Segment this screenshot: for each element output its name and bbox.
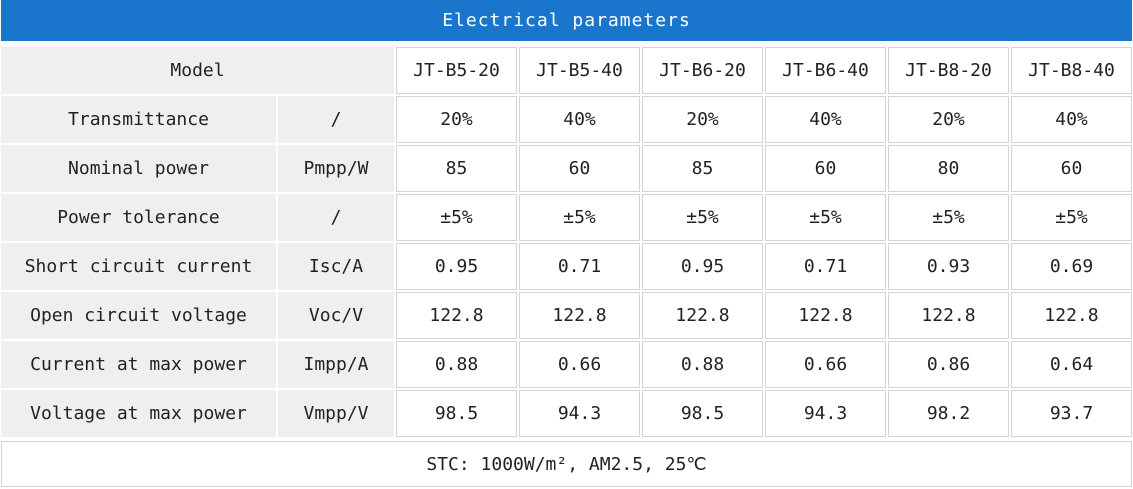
row-label: Voltage at max power <box>1 390 276 437</box>
value-cell: 0.95 <box>642 243 763 290</box>
value-cell: 122.8 <box>1011 292 1132 339</box>
model-name: JT-B5-40 <box>519 47 640 94</box>
value-cell: 20% <box>396 96 517 143</box>
value-cell: ±5% <box>519 194 640 241</box>
value-cell: ±5% <box>396 194 517 241</box>
value-cell: 0.88 <box>642 341 763 388</box>
row-label: Power tolerance <box>1 194 276 241</box>
model-name: JT-B6-20 <box>642 47 763 94</box>
row-unit: Impp/A <box>278 341 394 388</box>
table-footer: STC: 1000W/m², AM2.5, 25℃ <box>1 441 1132 487</box>
value-cell: ±5% <box>765 194 886 241</box>
value-cell: 60 <box>765 145 886 192</box>
value-cell: 0.95 <box>396 243 517 290</box>
row-unit: / <box>278 96 394 143</box>
row-label: Transmittance <box>1 96 276 143</box>
value-cell: 0.93 <box>888 243 1009 290</box>
value-cell: 40% <box>519 96 640 143</box>
value-cell: 122.8 <box>519 292 640 339</box>
value-cell: 40% <box>1011 96 1132 143</box>
value-cell: 122.8 <box>888 292 1009 339</box>
value-cell: 60 <box>519 145 640 192</box>
value-cell: 94.3 <box>519 390 640 437</box>
value-cell: 20% <box>888 96 1009 143</box>
row-unit: Isc/A <box>278 243 394 290</box>
value-cell: 85 <box>642 145 763 192</box>
model-name: JT-B8-40 <box>1011 47 1132 94</box>
value-cell: 20% <box>642 96 763 143</box>
row-unit: Vmpp/V <box>278 390 394 437</box>
row-label: Current at max power <box>1 341 276 388</box>
value-cell: 122.8 <box>642 292 763 339</box>
value-cell: 0.66 <box>765 341 886 388</box>
value-cell: 98.5 <box>642 390 763 437</box>
value-cell: 98.2 <box>888 390 1009 437</box>
row-unit: Pmpp/W <box>278 145 394 192</box>
row-label: Short circuit current <box>1 243 276 290</box>
row-label: Open circuit voltage <box>1 292 276 339</box>
value-cell: 0.88 <box>396 341 517 388</box>
value-cell: 122.8 <box>765 292 886 339</box>
model-name: JT-B5-20 <box>396 47 517 94</box>
row-label: Nominal power <box>1 145 276 192</box>
value-cell: 40% <box>765 96 886 143</box>
value-cell: 122.8 <box>396 292 517 339</box>
value-cell: 0.86 <box>888 341 1009 388</box>
value-cell: 60 <box>1011 145 1132 192</box>
value-cell: ±5% <box>642 194 763 241</box>
row-unit: Voc/V <box>278 292 394 339</box>
value-cell: 0.69 <box>1011 243 1132 290</box>
value-cell: 93.7 <box>1011 390 1132 437</box>
value-cell: ±5% <box>1011 194 1132 241</box>
value-cell: 0.71 <box>765 243 886 290</box>
value-cell: 94.3 <box>765 390 886 437</box>
value-cell: 98.5 <box>396 390 517 437</box>
value-cell: 80 <box>888 145 1009 192</box>
row-unit: / <box>278 194 394 241</box>
value-cell: 85 <box>396 145 517 192</box>
model-name: JT-B8-20 <box>888 47 1009 94</box>
value-cell: 0.64 <box>1011 341 1132 388</box>
value-cell: ±5% <box>888 194 1009 241</box>
parameter-table: Model JT-B5-20 JT-B5-40 JT-B6-20 JT-B6-40 JT-… <box>1 47 1132 437</box>
table-title: Electrical parameters <box>1 0 1132 41</box>
value-cell: 0.71 <box>519 243 640 290</box>
value-cell: 0.66 <box>519 341 640 388</box>
header-label: Model <box>1 47 394 94</box>
model-name: JT-B6-40 <box>765 47 886 94</box>
